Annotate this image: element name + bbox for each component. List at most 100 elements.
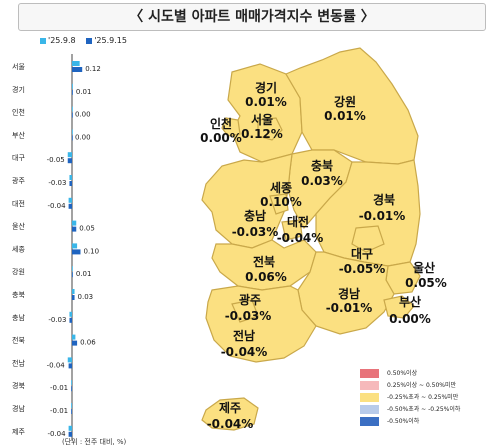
category-label: 대전 bbox=[12, 199, 25, 208]
bar-curr bbox=[72, 89, 73, 95]
bar-prev bbox=[72, 266, 73, 272]
scale-row: -0.50%이하 bbox=[360, 417, 460, 429]
bar-prev bbox=[72, 289, 75, 294]
category-label: 경기 bbox=[12, 85, 25, 94]
chart-title: 〈 시도별 아파트 매매가격지수 변동률 〉 bbox=[18, 3, 486, 31]
value-label: -0.04 bbox=[47, 202, 66, 210]
value-label: 0.12 bbox=[85, 65, 101, 73]
legend-label-curr: '25.9.15 bbox=[94, 36, 127, 45]
map-shapes bbox=[201, 47, 421, 431]
bar-prev bbox=[72, 220, 77, 226]
map-label-daegu-name: 대구 bbox=[351, 247, 373, 261]
region-busan bbox=[383, 295, 415, 319]
region-chungnam bbox=[201, 153, 293, 249]
legend-swatch-curr bbox=[86, 37, 93, 44]
map-label-jeonnam-name: 전남 bbox=[233, 328, 255, 343]
map-label-chungnam-name: 충남 bbox=[244, 208, 266, 223]
unit-footnote: (단위 : 전주 대비, %) bbox=[62, 438, 127, 446]
map-label-daejeon-name: 대전 bbox=[287, 214, 309, 229]
category-label: 부산 bbox=[12, 130, 25, 139]
bar-prev bbox=[67, 357, 72, 363]
value-label: 0.01 bbox=[76, 88, 92, 96]
scale-row: 0.50%이상 bbox=[360, 369, 460, 381]
scale-row: -0.25%초과 ~ 0.25%미만 bbox=[360, 393, 460, 405]
bar-prev bbox=[72, 334, 76, 340]
scale-swatch bbox=[360, 405, 379, 414]
category-label: 경남 bbox=[12, 404, 25, 413]
legend-item-prev: '25.9.8 bbox=[40, 36, 76, 45]
bar-curr bbox=[68, 363, 72, 369]
category-label: 경북 bbox=[12, 381, 25, 390]
bar-prev bbox=[72, 243, 78, 249]
map-label-seoul-name: 서울 bbox=[251, 112, 273, 127]
map-label-jeonbuk-value: 0.06% bbox=[245, 270, 287, 284]
bar-curr bbox=[72, 340, 78, 346]
bar-curr bbox=[71, 386, 72, 392]
map-label-gwangju-name: 광주 bbox=[239, 292, 261, 307]
value-label: 0.10 bbox=[84, 247, 100, 255]
map-label-gyeonggi-name: 경기 bbox=[255, 80, 277, 95]
map-label-jeonnam-value: -0.04% bbox=[221, 345, 268, 359]
category-label: 인천 bbox=[12, 108, 25, 117]
bar-curr bbox=[72, 112, 73, 118]
bar-prev bbox=[71, 380, 72, 386]
bar-prev bbox=[69, 175, 72, 180]
map-labels: 경기 0.01% 강원 0.01% 인천 0.00% 서울 0.12% 충북 0… bbox=[200, 80, 447, 431]
bar-curr bbox=[72, 295, 75, 300]
map-label-chungnam-value: -0.03% bbox=[232, 225, 279, 239]
map-label-busan-name: 부산 bbox=[399, 294, 421, 309]
bar-curr bbox=[72, 249, 81, 255]
bar-curr bbox=[72, 226, 77, 232]
region-sejong bbox=[269, 193, 289, 215]
map-label-gyeonggi-value: 0.01% bbox=[245, 95, 287, 109]
map-label-sejong-name: 세종 bbox=[270, 180, 292, 195]
map-label-ulsan-value: 0.05% bbox=[405, 276, 447, 290]
bar-prev bbox=[68, 425, 72, 431]
value-label: -0.01 bbox=[50, 384, 68, 392]
scale-label: 0.50%이상 bbox=[387, 370, 418, 377]
category-label: 강원 bbox=[12, 267, 25, 276]
scale-swatch bbox=[360, 369, 379, 378]
category-label: 광주 bbox=[12, 177, 25, 185]
map-label-gyeongbuk-name: 경북 bbox=[373, 193, 395, 207]
map-label-daejeon-value: -0.04% bbox=[277, 231, 324, 245]
value-label: -0.04 bbox=[47, 361, 66, 369]
category-label: 서울 bbox=[12, 62, 25, 71]
category-label: 충북 bbox=[12, 290, 25, 299]
map-label-busan-value: 0.00% bbox=[389, 312, 431, 326]
value-label: 0.03 bbox=[78, 293, 94, 301]
map-label-jeju-value: -0.04% bbox=[207, 417, 254, 431]
map-label-chungbuk-name: 충북 bbox=[311, 158, 333, 173]
bar-curr bbox=[72, 135, 73, 141]
region-seoul bbox=[257, 117, 283, 141]
scale-swatch bbox=[360, 381, 379, 390]
region-gwangju bbox=[231, 299, 259, 323]
bar-prev bbox=[72, 129, 73, 135]
category-label: 울산 bbox=[12, 222, 25, 231]
value-label: -0.03 bbox=[48, 316, 66, 324]
bar-curr bbox=[71, 409, 72, 414]
scale-row: 0.25%이상 ~ 0.50%미만 bbox=[360, 381, 460, 393]
map-label-sejong-value: 0.10% bbox=[260, 195, 302, 209]
bar-prev bbox=[72, 61, 80, 66]
color-scale-legend: 0.50%이상 0.25%이상 ~ 0.50%미만 -0.25%초과 ~ 0.2… bbox=[360, 369, 460, 429]
map-label-chungbuk-value: 0.03% bbox=[301, 174, 343, 188]
map-label-gwangju-value: -0.03% bbox=[225, 309, 272, 323]
scale-swatch bbox=[360, 393, 379, 402]
scale-label: -0.50%이하 bbox=[387, 418, 420, 425]
map-label-incheon-value: 0.00% bbox=[200, 131, 242, 145]
region-daegu bbox=[351, 225, 385, 253]
category-label: 전남 bbox=[12, 358, 25, 367]
scale-row: -0.50%초과 ~ -0.25%이하 bbox=[360, 405, 460, 417]
legend-swatch-prev bbox=[40, 37, 46, 44]
bar-prev bbox=[71, 403, 72, 408]
value-label: 0.05 bbox=[79, 225, 95, 233]
bar-prev bbox=[72, 106, 73, 112]
category-label: 제주 bbox=[12, 428, 25, 436]
category-label: 세종 bbox=[12, 244, 25, 253]
map-label-seoul-value: 0.12% bbox=[241, 127, 283, 141]
bar-prev bbox=[72, 83, 73, 89]
value-label: 0.06 bbox=[80, 339, 96, 347]
region-incheon bbox=[221, 117, 241, 137]
